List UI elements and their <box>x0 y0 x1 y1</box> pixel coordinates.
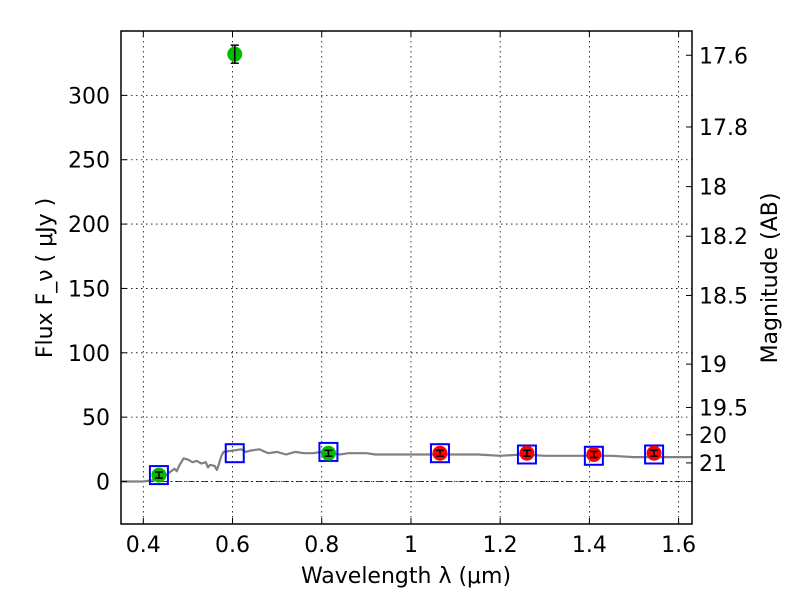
mag-tick-label: 17.6 <box>699 44 748 69</box>
x-tick-label: 0.6 <box>215 533 250 558</box>
x-tick-label: 1.6 <box>661 533 696 558</box>
y-tick-label: 150 <box>68 277 110 302</box>
y-tick-label: 0 <box>96 471 110 496</box>
model-flux-square <box>583 445 604 466</box>
grid-lines <box>121 31 692 524</box>
model-flux-square <box>429 443 450 464</box>
y-tick-label: 200 <box>68 213 110 238</box>
mag-tick-label: 18 <box>699 176 727 201</box>
y-axis-title-right: Magnitude (AB) <box>758 193 783 364</box>
y-tick-label: 300 <box>68 84 110 109</box>
model-flux-square <box>148 465 169 486</box>
plot-frame <box>120 30 693 525</box>
mag-tick-label: 18.5 <box>699 284 748 309</box>
y-tick-label: 100 <box>68 342 110 367</box>
tick-marks <box>121 31 692 524</box>
x-tick-label: 0.4 <box>126 533 161 558</box>
mag-tick-label: 17.8 <box>699 116 748 141</box>
y-tick-label: 50 <box>82 406 110 431</box>
x-tick-label: 1.2 <box>483 533 518 558</box>
model-sed-line <box>121 448 692 483</box>
model-flux-square <box>318 441 339 462</box>
mag-tick-label: 18.2 <box>699 225 748 250</box>
mag-tick-label: 19.5 <box>699 396 748 421</box>
x-tick-label: 1 <box>404 533 418 558</box>
mag-tick-label: 19 <box>699 353 727 378</box>
x-tick-label: 1.4 <box>572 533 607 558</box>
tick-labels: 0.4 0.6 0.8 1 1.2 1.4 1.6 0 50 100 150 200 250 300 17.… <box>68 44 748 558</box>
x-axis-title: Wavelength λ (μm) <box>301 564 511 589</box>
data-layer <box>121 44 692 486</box>
mag-tick-label: 20 <box>699 424 727 449</box>
x-tick-label: 0.8 <box>304 533 339 558</box>
y-tick-label: 250 <box>68 149 110 174</box>
model-flux-square <box>644 444 665 465</box>
model-flux-square <box>516 444 537 465</box>
model-flux-square <box>224 443 245 464</box>
mag-tick-label: 21 <box>699 452 727 477</box>
y-axis-title-left: Flux F_ν ( μJy ) <box>33 198 58 358</box>
